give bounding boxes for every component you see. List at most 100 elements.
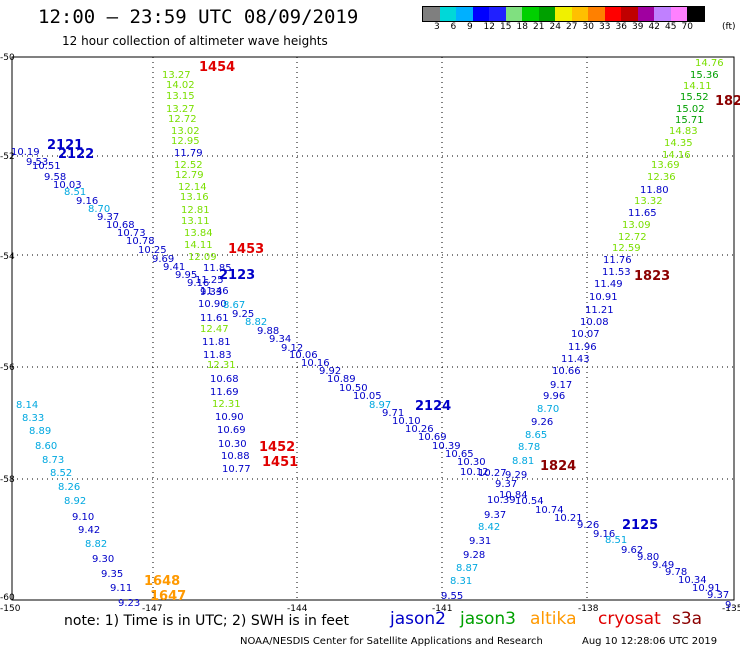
color-swatch xyxy=(621,7,638,21)
swh-value-label: 12.47 xyxy=(200,324,229,335)
color-swatch xyxy=(604,7,621,21)
lon-tick-label: -135 xyxy=(722,604,740,614)
swh-value-label: 10.91 xyxy=(589,292,618,303)
swh-value-label: 8.65 xyxy=(525,430,547,441)
swh-value-label: 10.77 xyxy=(222,464,251,475)
swh-value-label: 9.33 xyxy=(200,287,222,298)
swh-value-label: 9.30 xyxy=(92,554,114,565)
swh-value-label: 11.69 xyxy=(210,387,239,398)
swh-value-label: 8.89 xyxy=(29,426,51,437)
swh-value-label: 11.83 xyxy=(203,350,232,361)
swh-value-label: 11.96 xyxy=(568,342,597,353)
swh-value-label: 11.46 xyxy=(200,286,229,297)
color-scale-label: (ft) xyxy=(722,22,736,32)
swh-value-label: 11.49 xyxy=(594,279,623,290)
swh-value-label: 9.26 xyxy=(531,417,553,428)
swh-value-label: 11.79 xyxy=(174,148,203,159)
swh-value-label: 10.27 xyxy=(478,468,507,479)
swh-value-label: 13.11 xyxy=(181,216,210,227)
swh-value-label: 10.65 xyxy=(445,449,474,460)
swh-value-label: 10.90 xyxy=(198,299,227,310)
swh-value-label: 9. xyxy=(725,600,735,611)
swh-value-label: 9.71 xyxy=(382,408,404,419)
swh-value-label: 8.81 xyxy=(512,456,534,467)
swh-value-label: 13.02 xyxy=(171,126,200,137)
swh-value-label: 8.67 xyxy=(223,300,245,311)
pass-number-label: 1647 xyxy=(150,589,186,604)
swh-value-label: 15.52 xyxy=(680,92,709,103)
swh-value-label: 12.95 xyxy=(171,136,200,147)
swh-value-label: 15.02 xyxy=(676,104,705,115)
color-scale-label: 6 xyxy=(450,22,457,32)
swh-value-label: 10.54 xyxy=(515,496,544,507)
swh-value-label: 10.51 xyxy=(32,161,61,172)
swh-value-label: 12.59 xyxy=(612,243,641,254)
swh-value-label: 9.92 xyxy=(319,366,341,377)
swh-value-label: 12.09 xyxy=(188,252,217,263)
swh-value-label: 10.34 xyxy=(678,575,707,586)
generated-timestamp: Aug 10 12:28:06 UTC 2019 xyxy=(582,636,718,647)
map-title: 12:00 – 23:59 UTC 08/09/2019 xyxy=(38,6,359,28)
lon-tick-label: -150 xyxy=(0,604,21,614)
swh-value-label: 8.82 xyxy=(245,317,267,328)
color-scale-label: 12 xyxy=(483,22,495,32)
color-scale-label: 18 xyxy=(516,22,528,32)
swh-value-label: 8.51 xyxy=(605,535,627,546)
lon-tick-label: -144 xyxy=(287,604,308,614)
color-swatch xyxy=(456,7,473,21)
swh-value-label: 9.11 xyxy=(110,583,132,594)
color-swatch xyxy=(670,7,687,21)
pass-number-label: 2121 xyxy=(47,138,83,153)
swh-value-label: 13.69 xyxy=(651,160,680,171)
swh-value-label: 11.85 xyxy=(203,263,232,274)
swh-value-label: 10.68 xyxy=(106,220,135,231)
swh-value-label: 9.23 xyxy=(118,598,140,609)
color-swatch xyxy=(687,7,704,21)
lat-tick-label: -54 xyxy=(0,252,15,262)
lat-tick-label: -52 xyxy=(0,152,15,162)
swh-value-label: 12.72 xyxy=(168,114,197,125)
swh-value-label: 10.74 xyxy=(535,505,564,516)
swh-value-label: 9.17 xyxy=(550,380,572,391)
swh-value-label: 8.52 xyxy=(50,468,72,479)
swh-value-label: 10.30 xyxy=(457,457,486,468)
swh-value-label: 10.78 xyxy=(126,236,155,247)
swh-value-label: 9.31 xyxy=(469,536,491,547)
color-scale-label: 42 xyxy=(648,22,660,32)
pass-number-label: 1648 xyxy=(144,574,180,589)
swh-value-label: 12.52 xyxy=(174,160,203,171)
swh-value-label: 11.43 xyxy=(561,354,590,365)
credit-line: NOAA/NESDIS Center for Satellite Applica… xyxy=(240,636,543,647)
swh-value-label: 12.31 xyxy=(207,360,236,371)
pass-number-label: 2123 xyxy=(219,268,255,283)
swh-labels-layer: 13.2714.0213.1513.2712.7213.0212.9511.79… xyxy=(11,58,735,611)
legend-jason3: jason3 xyxy=(460,609,516,629)
swh-value-label: 9.37 xyxy=(495,479,517,490)
color-swatch xyxy=(505,7,522,21)
swh-value-label: 10.69 xyxy=(418,432,447,443)
color-scale-label: 9 xyxy=(467,22,473,32)
color-scale-label: 15 xyxy=(500,22,512,32)
swh-value-label: 15.36 xyxy=(690,70,719,81)
swh-value-label: 14.76 xyxy=(695,58,724,69)
color-scale-label: 27 xyxy=(566,22,578,32)
swh-value-label: 8.14 xyxy=(16,400,38,411)
swh-value-label: 9.25 xyxy=(232,309,254,320)
swh-value-label: 10.16 xyxy=(301,358,330,369)
lon-tick-label: -147 xyxy=(142,604,162,614)
swh-value-label: 10.07 xyxy=(571,329,600,340)
color-swatch xyxy=(571,7,588,21)
swh-value-label: 9.10 xyxy=(72,512,94,523)
swh-value-label: 9.37 xyxy=(484,510,506,521)
swh-value-label: 9.42 xyxy=(78,525,100,536)
pass-number-label: 1453 xyxy=(228,242,264,257)
swh-value-label: 9.55 xyxy=(441,591,463,602)
swh-value-label: 14.16 xyxy=(662,150,691,161)
swh-value-label: 10.68 xyxy=(210,374,239,385)
pass-number-label: 1451 xyxy=(262,455,298,470)
color-scale-label: 36 xyxy=(615,22,627,32)
swh-value-label: 9.35 xyxy=(101,569,123,580)
swh-value-label: 9.12 xyxy=(281,343,303,354)
swh-value-label: 9.16 xyxy=(187,278,209,289)
swh-value-label: 10.84 xyxy=(499,490,528,501)
